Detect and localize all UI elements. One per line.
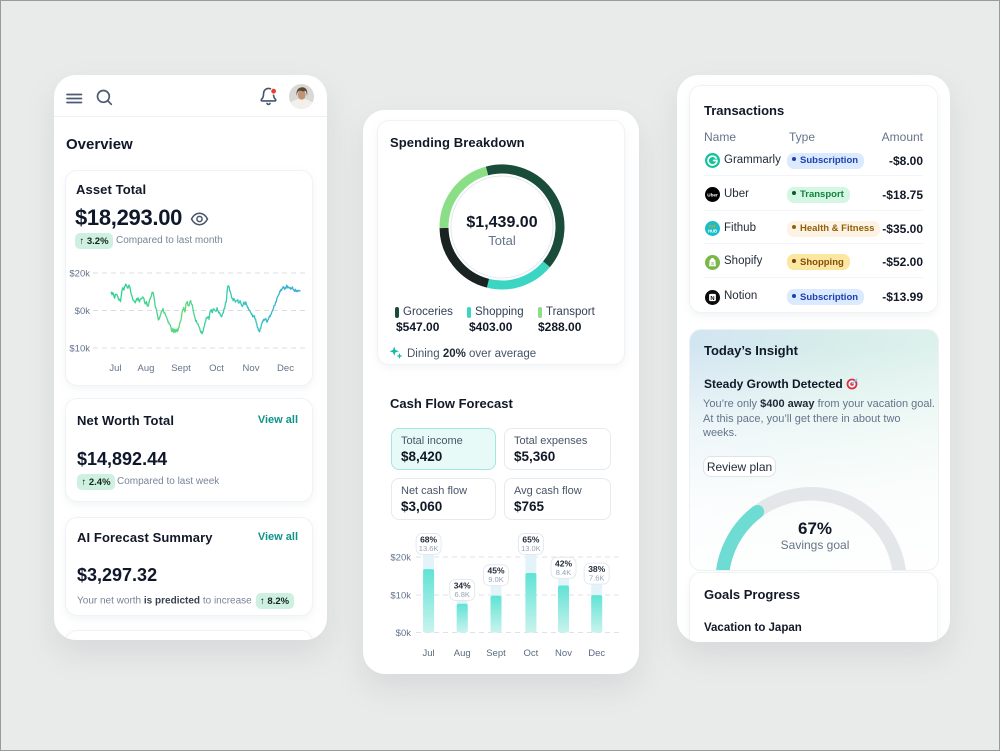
svg-text:13.0K: 13.0K <box>521 544 541 553</box>
svg-text:13.6K: 13.6K <box>419 544 439 553</box>
svg-text:45%: 45% <box>487 566 504 576</box>
svg-text:$10k: $10k <box>69 344 90 355</box>
svg-text:F!T: F!T <box>709 224 716 229</box>
svg-text:HUB: HUB <box>707 229 716 234</box>
svg-text:Sept: Sept <box>486 648 506 659</box>
svg-text:Dec: Dec <box>277 363 294 374</box>
svg-text:$20k: $20k <box>390 553 411 564</box>
svg-text:38%: 38% <box>588 564 605 574</box>
svg-text:$0k: $0k <box>396 628 412 639</box>
svg-text:N: N <box>710 295 714 301</box>
svg-text:Aug: Aug <box>454 648 471 659</box>
svg-text:8.4K: 8.4K <box>556 568 571 577</box>
svg-text:7.6K: 7.6K <box>589 574 604 583</box>
svg-text:Aug: Aug <box>138 363 155 374</box>
svg-text:Jul: Jul <box>423 648 435 659</box>
svg-text:Nov: Nov <box>243 363 260 374</box>
svg-text:6.8K: 6.8K <box>454 590 469 599</box>
svg-text:65%: 65% <box>522 535 539 545</box>
svg-text:34%: 34% <box>454 581 471 591</box>
svg-text:Sept: Sept <box>171 363 191 374</box>
svg-text:Oct: Oct <box>209 363 224 374</box>
svg-text:68%: 68% <box>420 535 437 545</box>
svg-text:42%: 42% <box>555 558 572 568</box>
svg-text:Uber: Uber <box>707 193 718 198</box>
svg-text:Oct: Oct <box>524 648 539 659</box>
svg-text:$0k: $0k <box>75 306 91 317</box>
svg-text:9.0K: 9.0K <box>488 575 503 584</box>
svg-text:Nov: Nov <box>555 648 572 659</box>
svg-text:Jul: Jul <box>109 363 121 374</box>
svg-text:Dec: Dec <box>588 648 605 659</box>
svg-text:$20k: $20k <box>69 269 90 280</box>
svg-text:$10k: $10k <box>390 591 411 602</box>
svg-text:S: S <box>710 261 713 266</box>
